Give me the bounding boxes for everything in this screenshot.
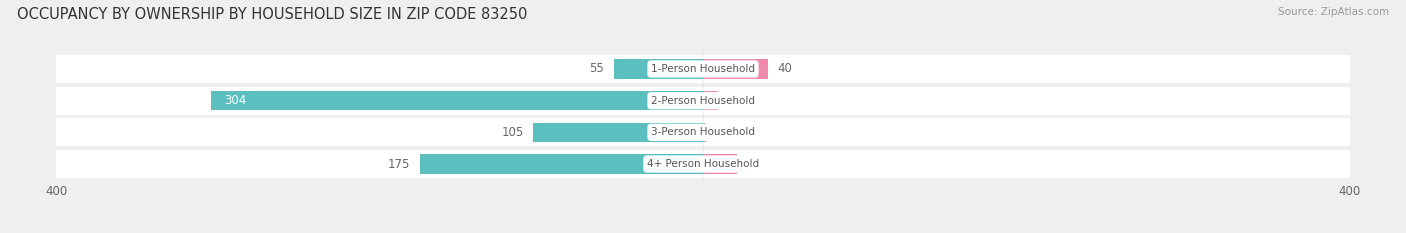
Text: 40: 40 [778,62,792,75]
Bar [533,123,703,142]
Text: OCCUPANCY BY OWNERSHIP BY HOUSEHOLD SIZE IN ZIP CODE 83250: OCCUPANCY BY OWNERSHIP BY HOUSEHOLD SIZE… [17,7,527,22]
Bar [56,150,1350,178]
Text: 175: 175 [388,158,411,171]
Text: 2: 2 [716,126,724,139]
Text: 55: 55 [589,62,605,75]
Text: 21: 21 [747,158,762,171]
Bar [703,59,768,79]
Bar [703,154,737,174]
Bar [614,59,703,79]
Text: 9: 9 [727,94,735,107]
Bar [703,91,717,110]
Text: 2-Person Household: 2-Person Household [651,96,755,106]
Text: 3-Person Household: 3-Person Household [651,127,755,137]
Text: Source: ZipAtlas.com: Source: ZipAtlas.com [1278,7,1389,17]
Bar [56,87,1350,115]
Text: 105: 105 [502,126,523,139]
Bar [703,123,706,142]
Bar [211,91,703,110]
Text: 1-Person Household: 1-Person Household [651,64,755,74]
Bar [420,154,703,174]
Bar [56,55,1350,83]
Bar [56,118,1350,146]
Text: 4+ Person Household: 4+ Person Household [647,159,759,169]
Text: 304: 304 [225,94,246,107]
